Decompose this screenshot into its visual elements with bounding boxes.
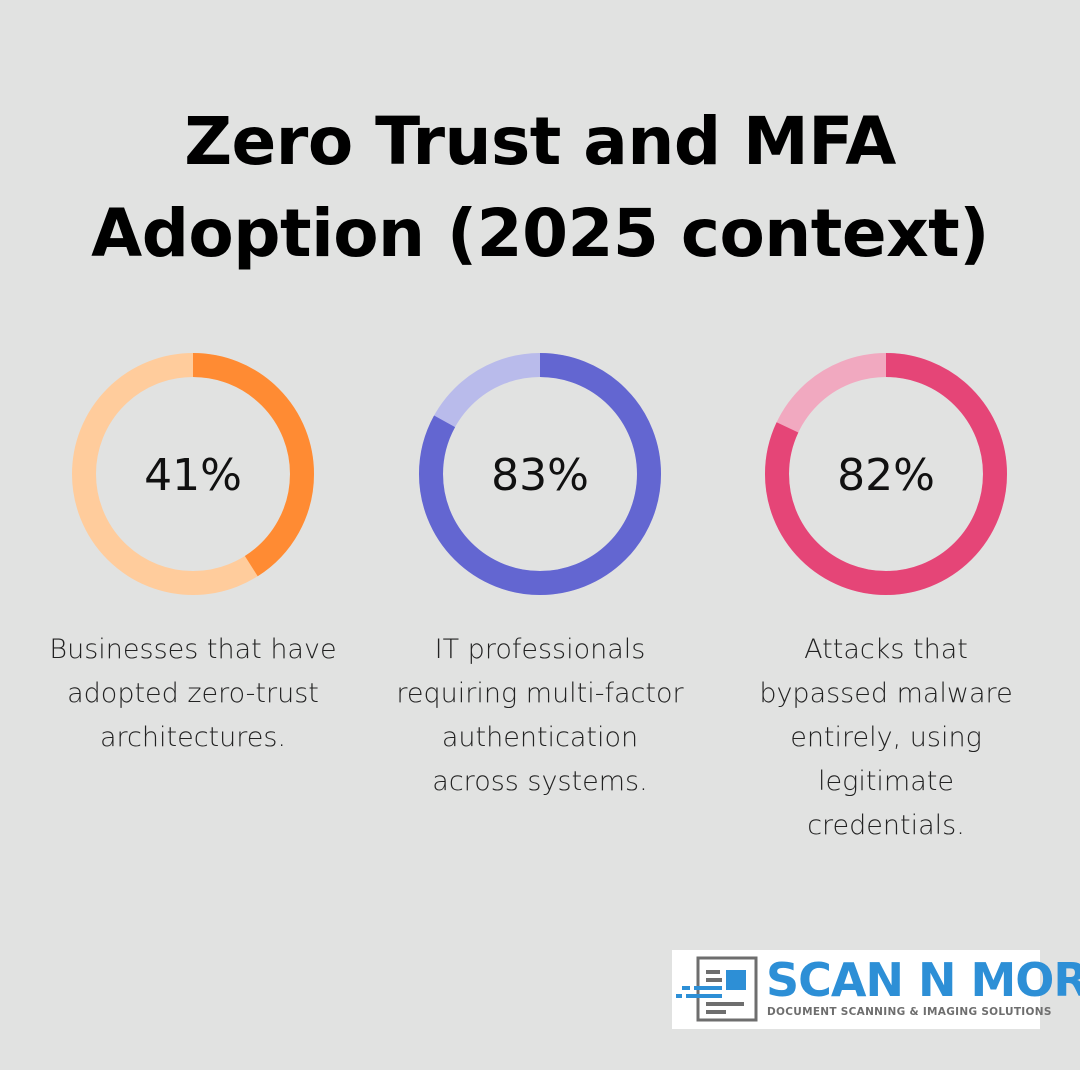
stat-description: Attacks that bypassed malware entirely, … [716, 628, 1056, 848]
stat-credential-attacks: 82% Attacks that bypassed malware entire… [716, 352, 1056, 848]
description-line: architectures. [99, 722, 287, 753]
brand-name: SCAN N MORE [766, 953, 1080, 1007]
description-line: across systems. [432, 766, 648, 797]
donut-chart-mfa: 83% [419, 353, 661, 595]
description-line: credentials. [807, 810, 965, 841]
scanner-logo-icon [676, 956, 758, 1022]
percentage-label: 83% [491, 450, 589, 501]
description-line: requiring multi-factor [396, 678, 684, 709]
description-line: entirely, using [790, 722, 982, 753]
description-line: adopted zero-trust [67, 678, 319, 709]
description-line: Businesses that have [49, 634, 337, 665]
stat-description: Businesses that have adopted zero-trust … [23, 628, 363, 760]
description-line: legitimate [818, 766, 954, 797]
brand-tagline: DOCUMENT SCANNING & IMAGING SOLUTIONS [767, 1006, 1052, 1018]
stat-zero-trust: 41% Businesses that have adopted zero-tr… [23, 352, 363, 760]
percentage-label: 41% [144, 450, 242, 501]
description-line: authentication [441, 722, 639, 753]
description-line: Attacks that [804, 634, 968, 665]
donut-value-arc [765, 353, 1007, 595]
title-line-1: Zero Trust and MFA [184, 103, 896, 180]
percentage-label: 82% [837, 450, 935, 501]
donut-chart-zero-trust: 41% [72, 353, 314, 595]
page-title: Zero Trust and MFA Adoption (2025 contex… [0, 96, 1080, 280]
stat-description: IT professionals requiring multi-factor … [370, 628, 710, 804]
stat-mfa: 83% IT professionals requiring multi-fac… [370, 352, 710, 804]
donut-chart-credential-attacks: 82% [765, 353, 1007, 595]
description-line: bypassed malware [759, 678, 1013, 709]
donut-value-arc [72, 353, 314, 595]
company-logo: SCAN N MORE DOCUMENT SCANNING & IMAGING … [672, 950, 1080, 1029]
title-line-2: Adoption (2025 context) [91, 195, 989, 272]
description-line: IT professionals [434, 634, 646, 665]
donut-value-arc [419, 353, 661, 595]
